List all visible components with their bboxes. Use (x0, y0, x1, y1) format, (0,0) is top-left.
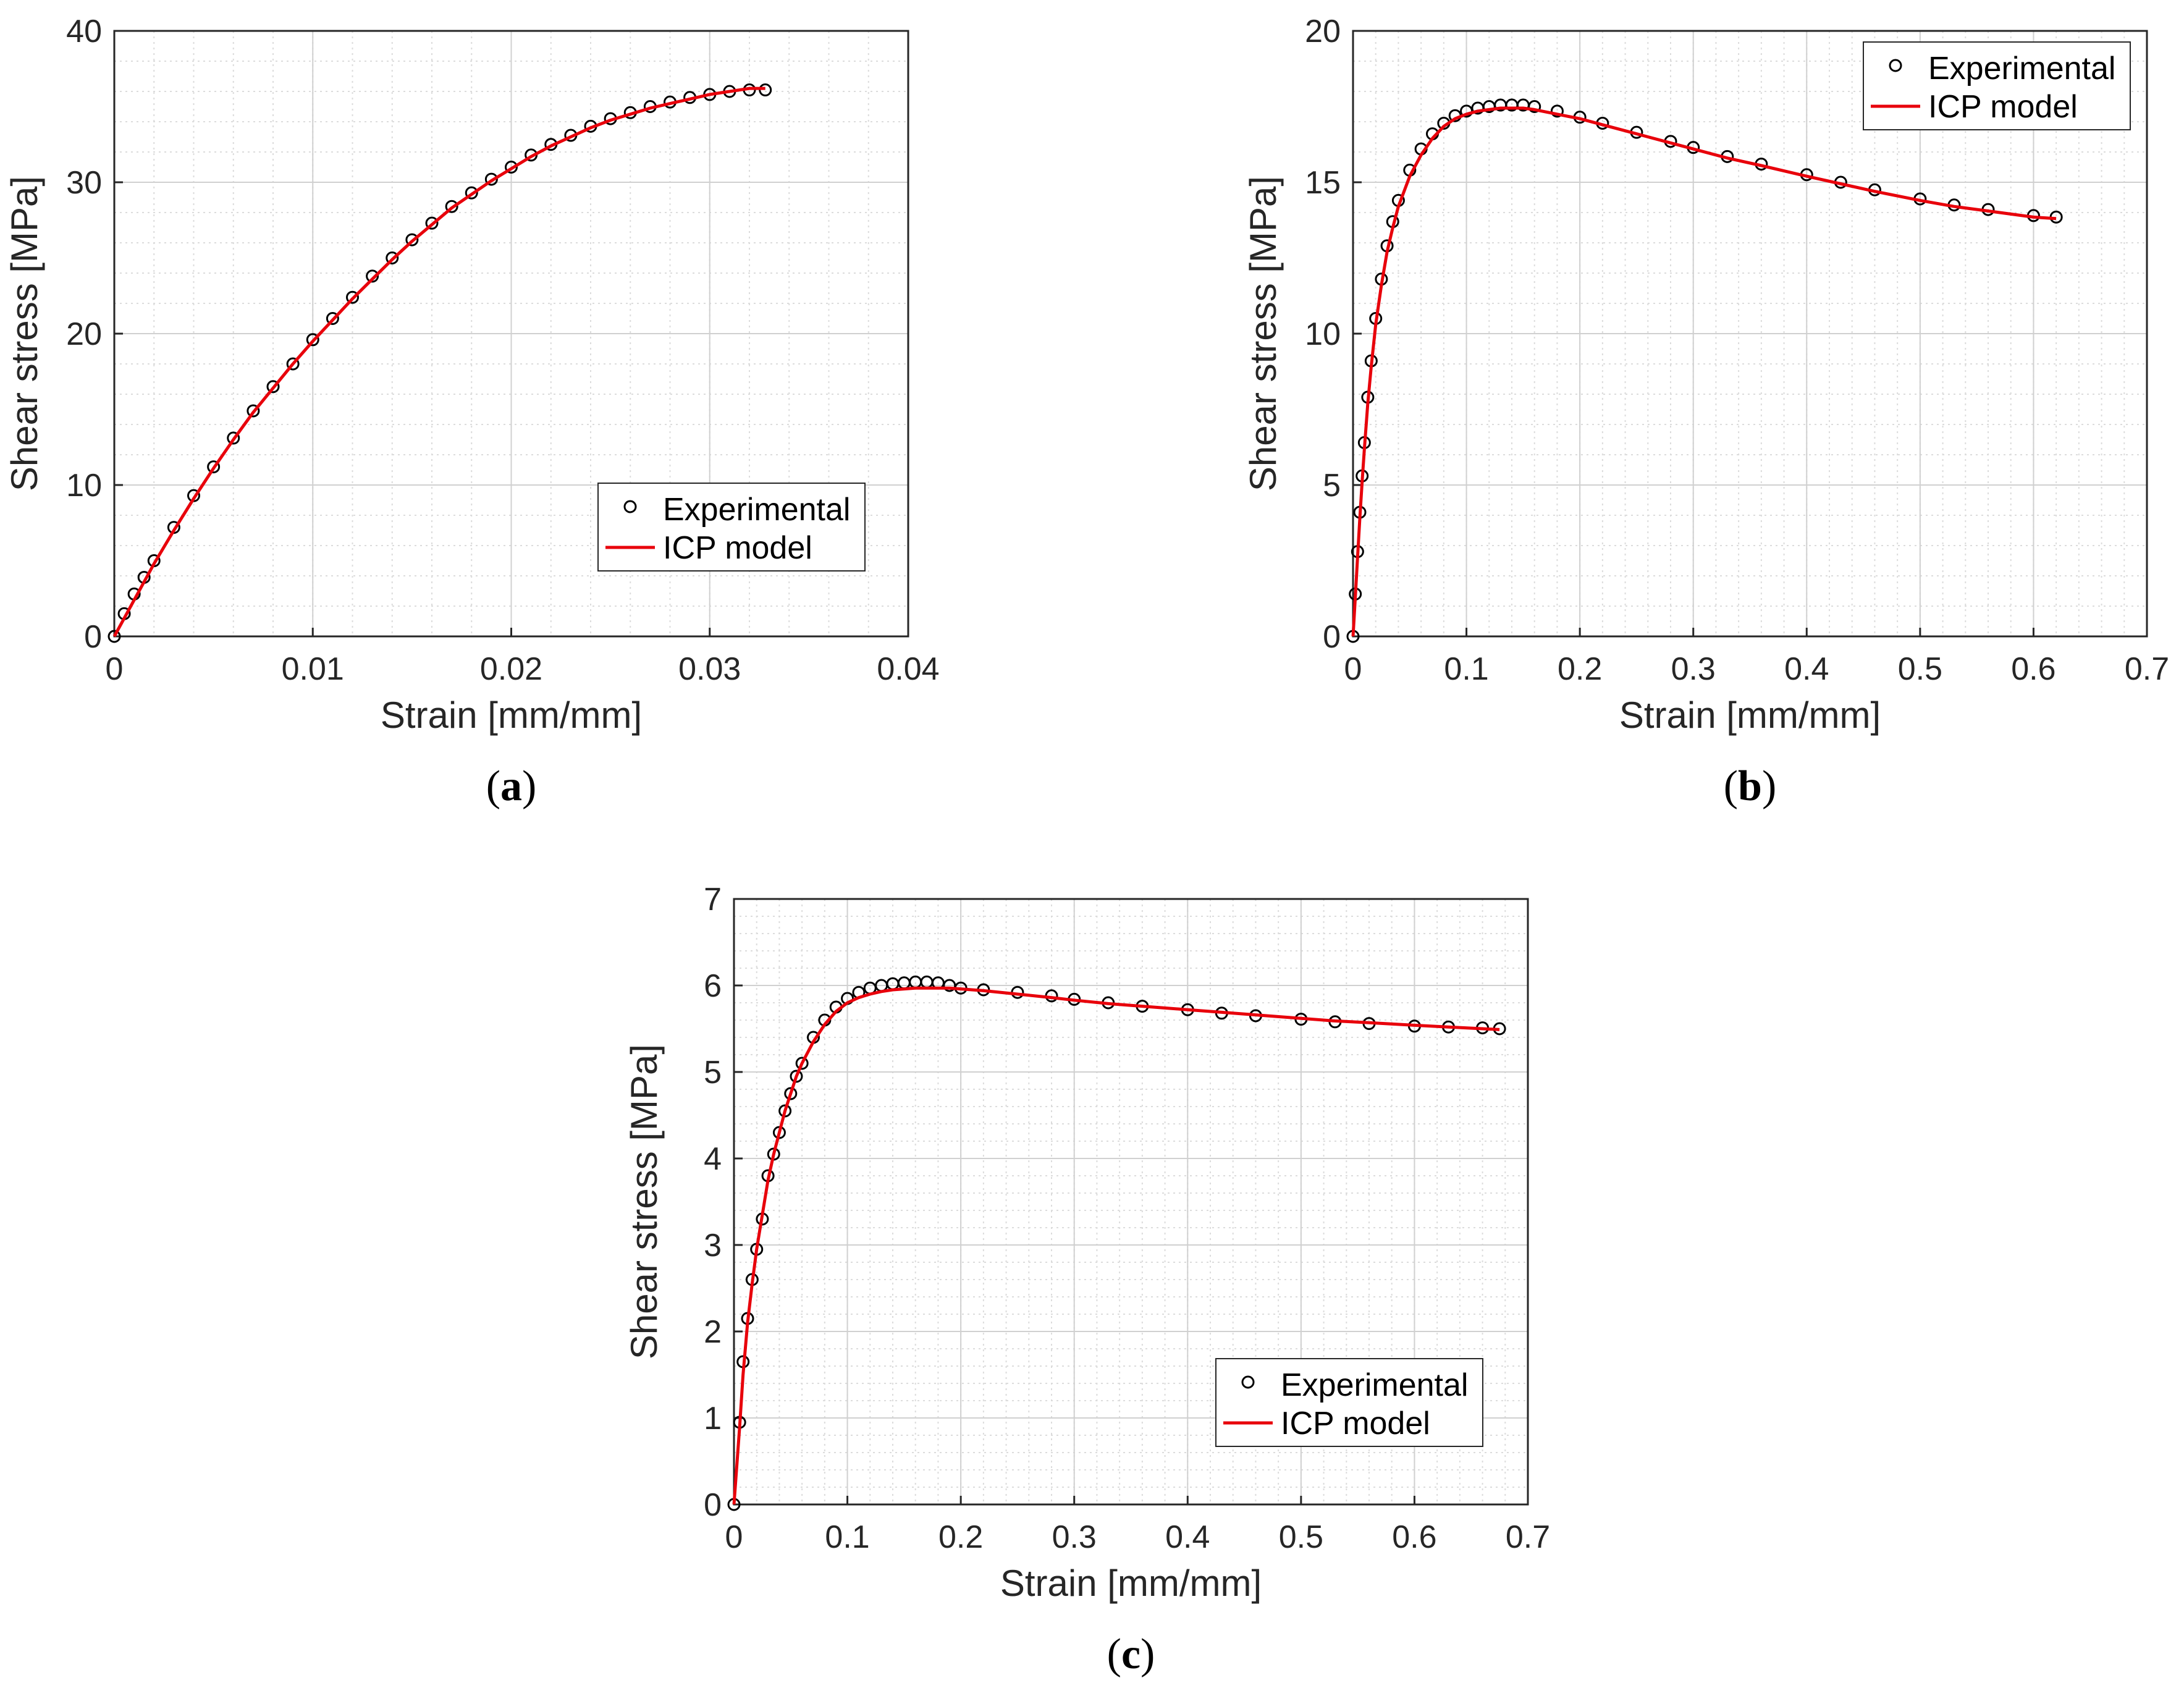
y-tick-label: 15 (1305, 165, 1341, 201)
legend-label: Experimental (1928, 51, 2115, 86)
x-tick-label: 0 (106, 651, 124, 687)
x-tick-label: 0.02 (480, 651, 542, 687)
x-tick-label: 0.5 (1279, 1519, 1323, 1555)
y-tick-label: 2 (704, 1314, 722, 1350)
y-tick-label: 0 (1323, 619, 1341, 655)
legend-label: ICP model (1928, 89, 2078, 125)
y-tick-label: 40 (66, 14, 102, 49)
x-tick-label: 0.1 (1444, 651, 1488, 687)
panel-a: 0 0.01 0.02 0.03 0.04 0 10 20 30 40 Strain [mm/mm]… (4, 14, 940, 736)
y-tick-label: 0 (704, 1487, 722, 1523)
grid (1353, 31, 2147, 636)
y-tick-label: 10 (1305, 316, 1341, 352)
x-tick-label: 0.4 (1165, 1519, 1210, 1555)
data-point (326, 312, 339, 325)
legend-label: Experimental (1281, 1367, 1468, 1403)
data-point (366, 269, 379, 283)
y-tick-label: 20 (1305, 14, 1341, 49)
data-point (784, 1087, 798, 1100)
data-point (405, 233, 419, 247)
data-point (386, 251, 399, 264)
y-axis-label: Shear stress [MPa] (4, 176, 45, 491)
legend-label: ICP model (663, 530, 812, 566)
x-tick-label: 0 (725, 1519, 743, 1555)
legend-label: Experimental (663, 492, 850, 528)
x-axis-label: Strain [mm/mm] (381, 694, 642, 736)
y-tick-label: 30 (66, 165, 102, 201)
legend-marker-experimental (1889, 59, 1902, 72)
series-line-icp-model (732, 986, 1500, 1505)
data-point (505, 161, 518, 174)
y-tick-label: 10 (66, 468, 102, 504)
x-tick-label: 0 (1344, 651, 1362, 687)
legend-marker-experimental (1241, 1375, 1255, 1389)
series-line-icp-model (1351, 106, 2057, 637)
x-tick-label: 0.2 (938, 1519, 983, 1555)
data-point (465, 186, 478, 200)
panel-b: 0 0.1 0.2 0.3 0.4 0.5 0.6 0.7 0 5 10 15 20 Strain [mm… (1242, 14, 2169, 736)
panel-c: 0 0.1 0.2 0.3 0.4 0.5 0.6 0.7 0 1 2 3 4 5 6 7 Strain [mm… (623, 882, 1550, 1604)
x-tick-label: 0.6 (2011, 651, 2055, 687)
x-tick-label: 0.3 (1052, 1519, 1097, 1555)
series-points-experimental (108, 83, 772, 643)
legend-box (1863, 41, 2131, 130)
x-tick-label: 0.5 (1898, 651, 1942, 687)
data-point (306, 333, 319, 347)
data-point (286, 357, 300, 371)
y-tick-label: 3 (704, 1228, 722, 1264)
data-point (346, 290, 359, 304)
x-tick-label: 0.03 (678, 651, 741, 687)
x-tick-label: 0.3 (1671, 651, 1716, 687)
y-tick-label: 5 (704, 1055, 722, 1091)
grid (114, 31, 908, 636)
grid (734, 899, 1528, 1504)
data-point (227, 431, 240, 445)
x-tick-label: 0.04 (877, 651, 939, 687)
x-tick-label: 0.7 (2125, 651, 2169, 687)
x-tick-label: 0.7 (1506, 1519, 1550, 1555)
data-point (445, 200, 458, 213)
data-point (266, 380, 280, 394)
panel-caption: (b) (1724, 762, 1777, 810)
data-point (790, 1069, 803, 1083)
axes-frame (733, 898, 1529, 1506)
data-point (108, 630, 121, 643)
y-tick-label: 7 (704, 882, 722, 918)
legend-label: ICP model (1281, 1406, 1430, 1441)
y-tick-label: 4 (704, 1141, 722, 1177)
y-tick-label: 0 (84, 619, 102, 655)
x-tick-label: 0.2 (1558, 651, 1602, 687)
series-line-icp-model (112, 86, 765, 638)
x-tick-label: 0.1 (825, 1519, 869, 1555)
x-tick-label: 0.4 (1784, 651, 1829, 687)
x-axis-label: Strain [mm/mm] (1619, 694, 1881, 736)
data-point (425, 216, 439, 230)
data-point (1550, 104, 1564, 118)
y-tick-label: 1 (704, 1401, 722, 1437)
data-point (484, 172, 498, 186)
y-tick-label: 6 (704, 968, 722, 1004)
panel-caption: (a) (486, 762, 537, 810)
x-tick-label: 0.6 (1392, 1519, 1436, 1555)
panel-caption: (c) (1107, 1631, 1155, 1678)
x-axis-label: Strain [mm/mm] (1000, 1563, 1262, 1604)
data-point (247, 404, 260, 418)
y-axis-label: Shear stress [MPa] (623, 1044, 665, 1359)
x-tick-label: 0.01 (282, 651, 344, 687)
legend-box (1215, 1358, 1483, 1447)
y-tick-label: 5 (1323, 468, 1341, 504)
data-point (207, 460, 221, 474)
legend-marker-experimental (623, 500, 637, 513)
legend-box (597, 483, 866, 572)
data-point (1528, 100, 1541, 113)
y-axis-label: Shear stress [MPa] (1242, 176, 1284, 491)
y-tick-label: 20 (66, 316, 102, 352)
data-point (795, 1057, 809, 1070)
